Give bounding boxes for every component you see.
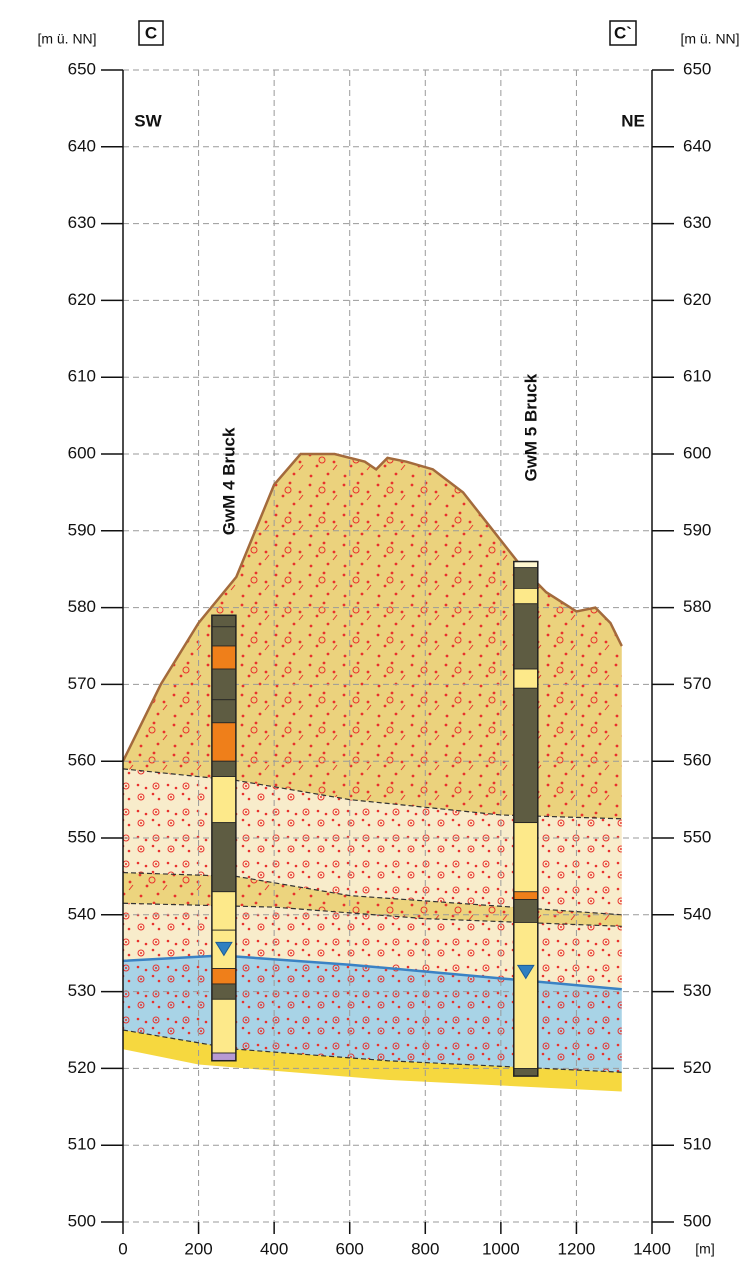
x-tick-label: 600 [336,1239,364,1258]
x-tick-label: 1000 [482,1239,520,1258]
x-tick-label: 1400 [633,1239,671,1258]
y-tick-label: 530 [683,981,711,1000]
y-tick-label: 520 [68,1058,96,1077]
y-tick-label: 500 [683,1211,711,1230]
direction-left: SW [134,111,162,130]
borehole-segment [212,984,236,999]
borehole-label: GwM 4 Bruck [219,427,238,535]
y-tick-label: 570 [683,674,711,693]
section-label-right: C` [614,23,632,42]
borehole-segment [212,615,236,627]
y-tick-label: 560 [68,751,96,770]
y-tick-label: 600 [683,443,711,462]
x-tick-label: 200 [184,1239,212,1258]
y-tick-label: 570 [68,674,96,693]
y-tick-label: 640 [68,136,96,155]
y-tick-label: 550 [68,827,96,846]
y-tick-label: 580 [683,597,711,616]
y-tick-label: 510 [683,1135,711,1154]
borehole-segment [212,669,236,700]
borehole-segment [514,823,538,892]
y-tick-label: 500 [68,1211,96,1230]
y-tick-label: 520 [683,1058,711,1077]
borehole-segment [212,761,236,776]
page: {"section": { "label_left": "C", "label_… [0,0,751,1271]
borehole-segment [514,604,538,669]
y-tick-label: 630 [68,213,96,232]
x-tick-label: 800 [411,1239,439,1258]
borehole-segment [212,700,236,723]
y-tick-label: 640 [683,136,711,155]
borehole-segment [212,777,236,823]
borehole-segment [212,627,236,646]
borehole-segment [514,568,538,589]
cross-section: GwM 4 Bruck GwM 5 Bruck 500 500 510 510 520 52… [0,0,751,1271]
x-tick-label: 0 [118,1239,127,1258]
y-tick-label: 600 [68,443,96,462]
borehole-segment [212,892,236,930]
layers [123,454,622,1091]
y-tick-label: 610 [68,367,96,386]
y-tick-label: 560 [683,751,711,770]
direction-right: NE [621,111,645,130]
y-tick-label: 650 [683,59,711,78]
y-tick-label: 510 [68,1135,96,1154]
y-tick-label: 620 [683,290,711,309]
borehole-segment [212,646,236,669]
x-tick-label: 1200 [558,1239,596,1258]
borehole-segment [514,669,538,688]
borehole-segment [212,969,236,984]
y-tick-label: 610 [683,367,711,386]
y-tick-label: 540 [683,904,711,923]
y-tick-label: 590 [68,520,96,539]
borehole-segment [514,688,538,822]
layer-texture [123,454,622,819]
y-tick-label: 530 [68,981,96,1000]
y-tick-label: 620 [68,290,96,309]
y-tick-label: 540 [68,904,96,923]
borehole-segment [514,562,538,568]
y-tick-label: 580 [68,597,96,616]
borehole-segment [212,1053,236,1061]
borehole-segment [212,723,236,761]
y-unit-right: [m ü. NN] [680,31,739,47]
y-tick-label: 590 [683,520,711,539]
borehole-segment [212,999,236,1053]
borehole-segment [212,823,236,892]
borehole-segment [514,588,538,603]
borehole-segment [514,1068,538,1076]
x-tick-label: 400 [260,1239,288,1258]
section-label-left: C [145,23,157,42]
y-unit-left: [m ü. NN] [37,31,96,47]
x-unit: [m] [695,1241,714,1257]
y-tick-label: 630 [683,213,711,232]
borehole-label: GwM 5 Bruck [521,373,540,481]
y-tick-label: 550 [683,827,711,846]
borehole-segment [514,899,538,922]
borehole-segment [514,892,538,900]
borehole-segment [514,922,538,1068]
y-tick-label: 650 [68,59,96,78]
